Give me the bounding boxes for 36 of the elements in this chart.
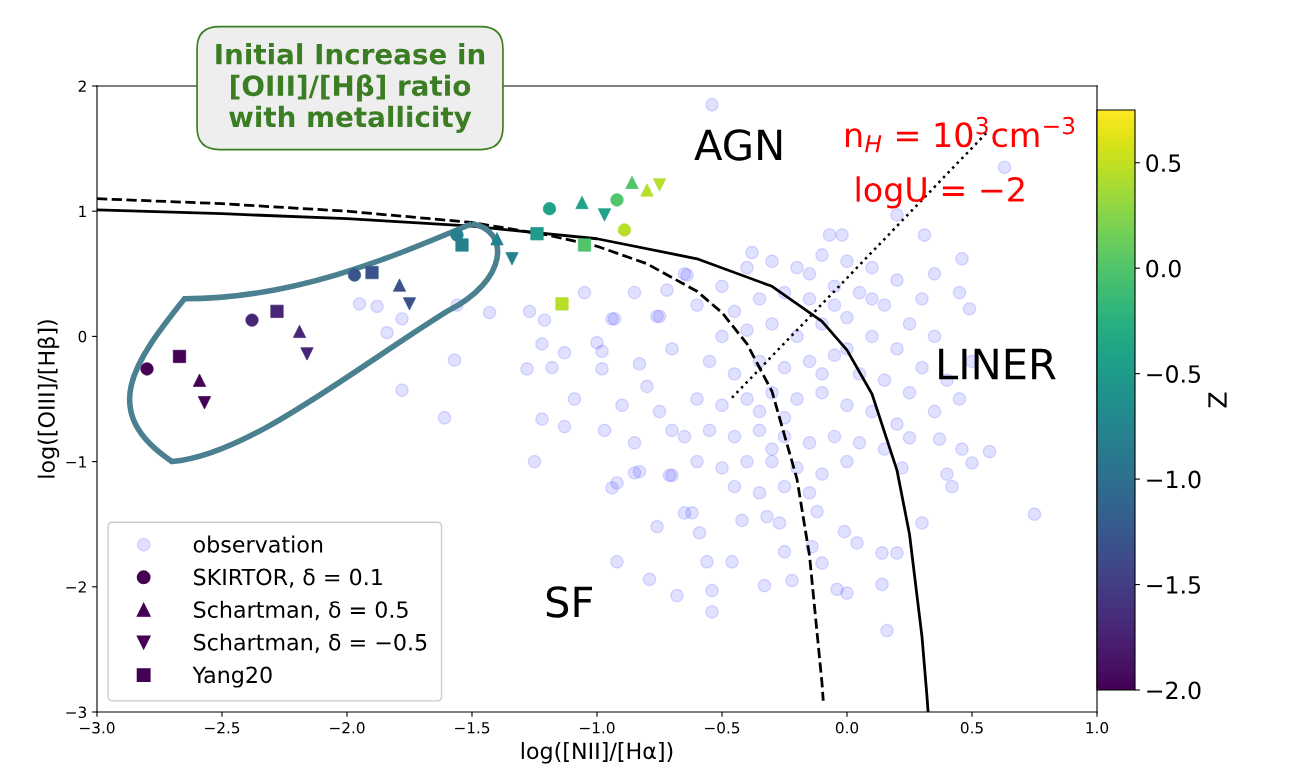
y-tick-label: −2	[66, 581, 86, 593]
annotation: AGN	[694, 129, 782, 161]
x-tick-label: −2.0	[330, 721, 365, 734]
y-tick-label: 2	[78, 80, 86, 92]
x-tick-label: 0.5	[960, 721, 983, 734]
y-tick-label: −1	[66, 456, 86, 468]
color-bar-label: 0.5	[1146, 154, 1181, 173]
annotation: SF	[546, 586, 592, 618]
point	[530, 227, 544, 241]
x-tick-label: 0.0	[835, 721, 859, 734]
y-tick-label: 1	[79, 205, 86, 217]
x-tick-label: −1.5	[455, 722, 490, 734]
legend-label: Schartman, δ = −0.5	[194, 633, 427, 653]
x-tick-label: −1.0	[580, 721, 615, 734]
color-bar-label: −1.5	[1147, 576, 1200, 594]
legend-label: SKIRTOR, δ = 0.1	[194, 568, 382, 588]
x-axis-title: log([NII]/[Hα])	[521, 742, 673, 764]
legend-label: Yang20	[192, 666, 272, 688]
y-tick-label: 0	[78, 330, 87, 343]
x-tick-label: −2.5	[205, 721, 240, 734]
y-tick-label: −3	[66, 706, 87, 719]
x-tick-label: 1.0	[1086, 721, 1109, 734]
annotation: LINER	[939, 348, 1056, 380]
color-bar-label: −2.0	[1147, 681, 1201, 700]
legend-label: observation	[193, 535, 323, 553]
y-axis-title: log([OIII]/[Hβ])	[37, 320, 60, 478]
annotation: n$_{H}$ = 10$^{3}$cm$^{−3}$	[846, 116, 1075, 153]
annotation: logU = −2	[856, 176, 1024, 209]
annotation: Initial Increase in [OIII]/[Hβ] ratio with metallicity	[216, 43, 485, 133]
x-tick-label: −3.0	[80, 721, 115, 734]
color-bar-label: −0.5	[1147, 365, 1200, 383]
color-bar-label: −1.0	[1147, 470, 1201, 489]
color-bar-title: Z	[1208, 392, 1227, 408]
color-bar-label: 0.0	[1146, 259, 1181, 278]
legend-label: Schartman, δ = 0.5	[194, 600, 408, 621]
x-tick-label: −0.5	[705, 721, 740, 734]
